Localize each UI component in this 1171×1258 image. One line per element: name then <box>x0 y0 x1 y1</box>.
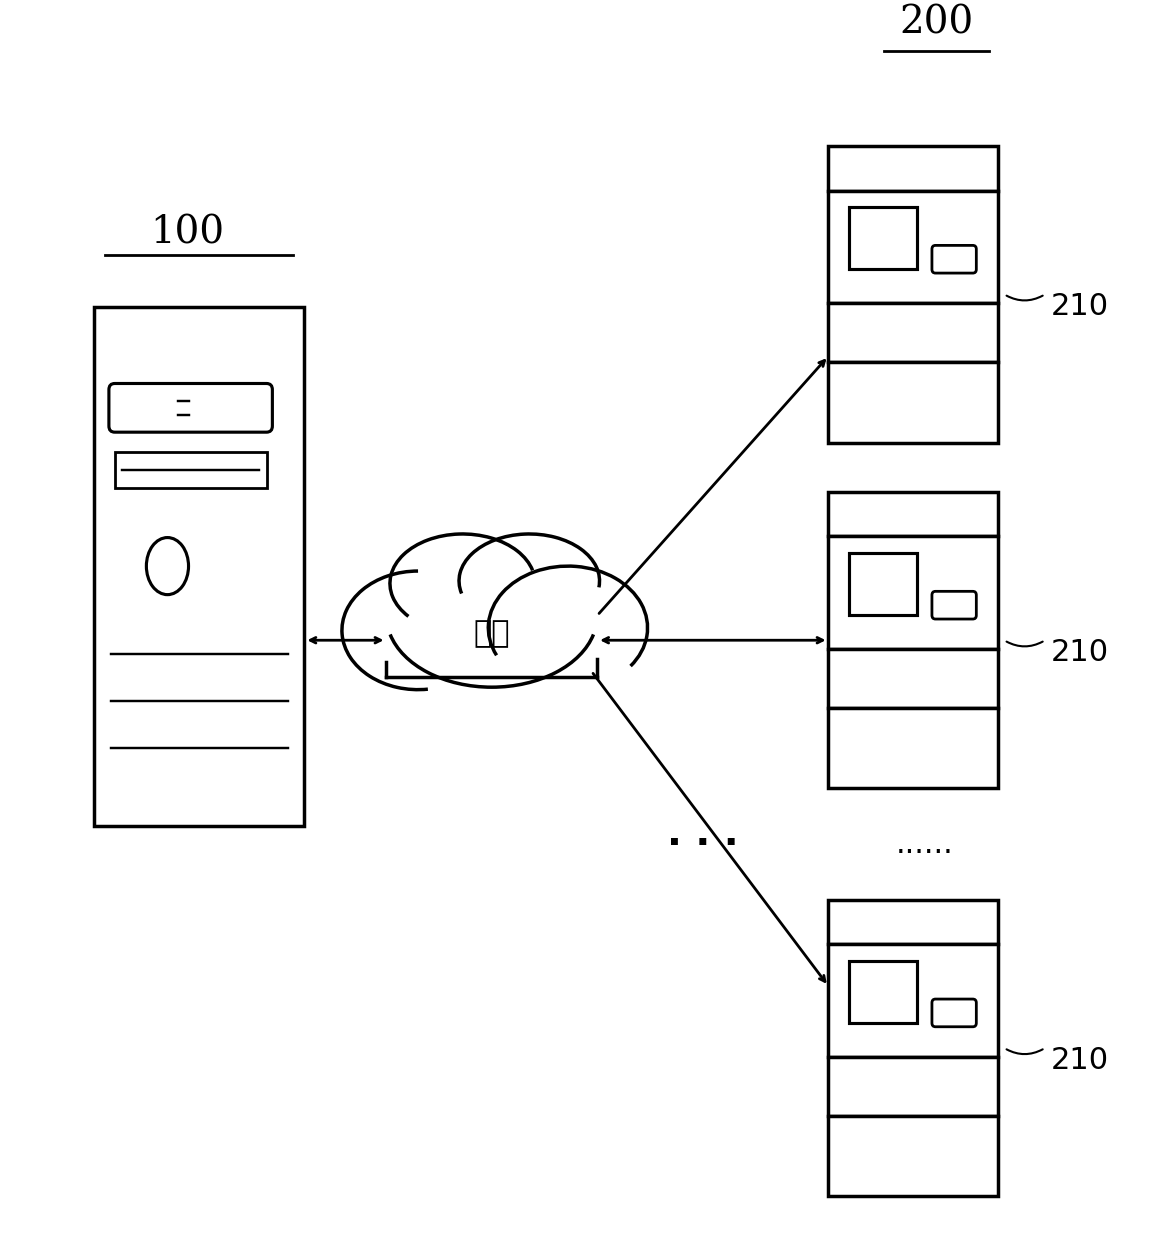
Bar <box>829 899 999 945</box>
Text: 210: 210 <box>1052 292 1109 321</box>
Ellipse shape <box>375 541 515 628</box>
Bar <box>829 1057 999 1116</box>
Text: 210: 210 <box>1052 1045 1109 1074</box>
Bar <box>829 536 999 649</box>
FancyBboxPatch shape <box>109 384 273 433</box>
Bar <box>849 554 917 615</box>
Ellipse shape <box>375 628 609 702</box>
Bar <box>829 1116 999 1196</box>
Text: 100: 100 <box>150 214 225 252</box>
Bar <box>829 362 999 443</box>
Bar <box>849 961 917 1023</box>
Bar <box>829 146 999 190</box>
Ellipse shape <box>340 566 480 665</box>
Bar <box>829 708 999 789</box>
Text: 200: 200 <box>899 4 974 42</box>
Ellipse shape <box>468 537 609 624</box>
Ellipse shape <box>386 543 597 687</box>
Text: ......: ...... <box>896 829 954 859</box>
FancyBboxPatch shape <box>932 999 977 1027</box>
Bar <box>115 452 267 488</box>
FancyBboxPatch shape <box>932 245 977 273</box>
Ellipse shape <box>390 533 535 633</box>
Bar <box>829 492 999 536</box>
Bar <box>94 307 304 825</box>
Ellipse shape <box>342 571 494 689</box>
Bar <box>829 190 999 303</box>
Ellipse shape <box>386 560 597 683</box>
Bar <box>829 945 999 1057</box>
FancyBboxPatch shape <box>932 591 977 619</box>
Ellipse shape <box>146 537 189 595</box>
Ellipse shape <box>459 533 600 628</box>
Ellipse shape <box>488 566 648 689</box>
Bar <box>386 628 597 677</box>
Text: 210: 210 <box>1052 638 1109 667</box>
Text: 网络: 网络 <box>473 619 511 649</box>
Bar <box>829 303 999 362</box>
Text: · · ·: · · · <box>666 825 739 863</box>
Bar <box>849 208 917 269</box>
Ellipse shape <box>504 566 644 665</box>
Bar <box>829 649 999 708</box>
